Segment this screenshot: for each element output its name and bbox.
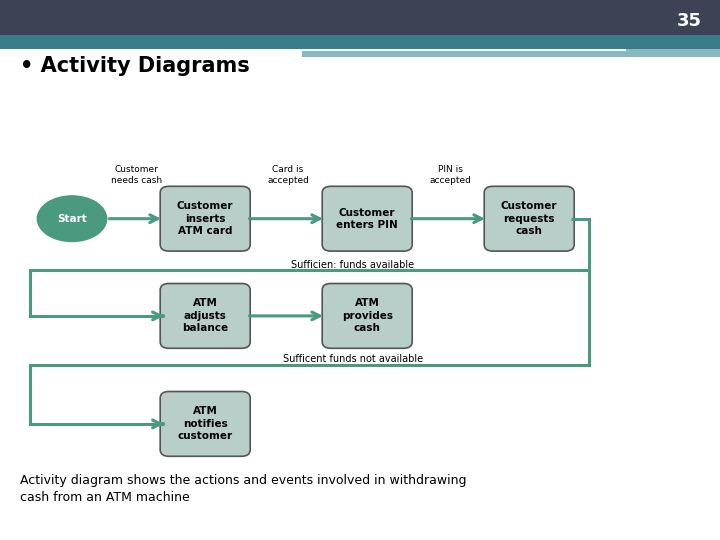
Text: Start: Start — [57, 214, 87, 224]
Text: Activity diagram shows the actions and events involved in withdrawing
cash from : Activity diagram shows the actions and e… — [20, 474, 467, 504]
Text: Customer
inserts
ATM card: Customer inserts ATM card — [177, 201, 233, 236]
Text: Sufficent funds not available: Sufficent funds not available — [283, 354, 423, 364]
FancyBboxPatch shape — [160, 186, 251, 251]
Text: Customer
enters PIN: Customer enters PIN — [336, 207, 398, 230]
Text: ATM
provides
cash: ATM provides cash — [342, 299, 392, 333]
FancyBboxPatch shape — [160, 284, 251, 348]
Text: PIN is
accepted: PIN is accepted — [429, 165, 471, 185]
Text: Card is
accepted: Card is accepted — [267, 165, 309, 185]
Text: • Activity Diagrams: • Activity Diagrams — [20, 56, 250, 77]
FancyBboxPatch shape — [160, 392, 251, 456]
Bar — [302, 49, 626, 51]
Ellipse shape — [37, 196, 107, 241]
Text: Sufficien: funds available: Sufficien: funds available — [291, 260, 415, 269]
Text: Customer
needs cash: Customer needs cash — [111, 165, 163, 185]
FancyBboxPatch shape — [323, 284, 412, 348]
Text: ATM
adjusts
balance: ATM adjusts balance — [182, 299, 228, 333]
Bar — [0, 0, 720, 35]
FancyBboxPatch shape — [323, 186, 412, 251]
Bar — [0, 35, 720, 49]
FancyBboxPatch shape — [484, 186, 575, 251]
Bar — [302, 49, 720, 57]
Text: Customer
requests
cash: Customer requests cash — [501, 201, 557, 236]
Text: ATM
notifies
customer: ATM notifies customer — [178, 407, 233, 441]
Text: 35: 35 — [677, 11, 702, 30]
